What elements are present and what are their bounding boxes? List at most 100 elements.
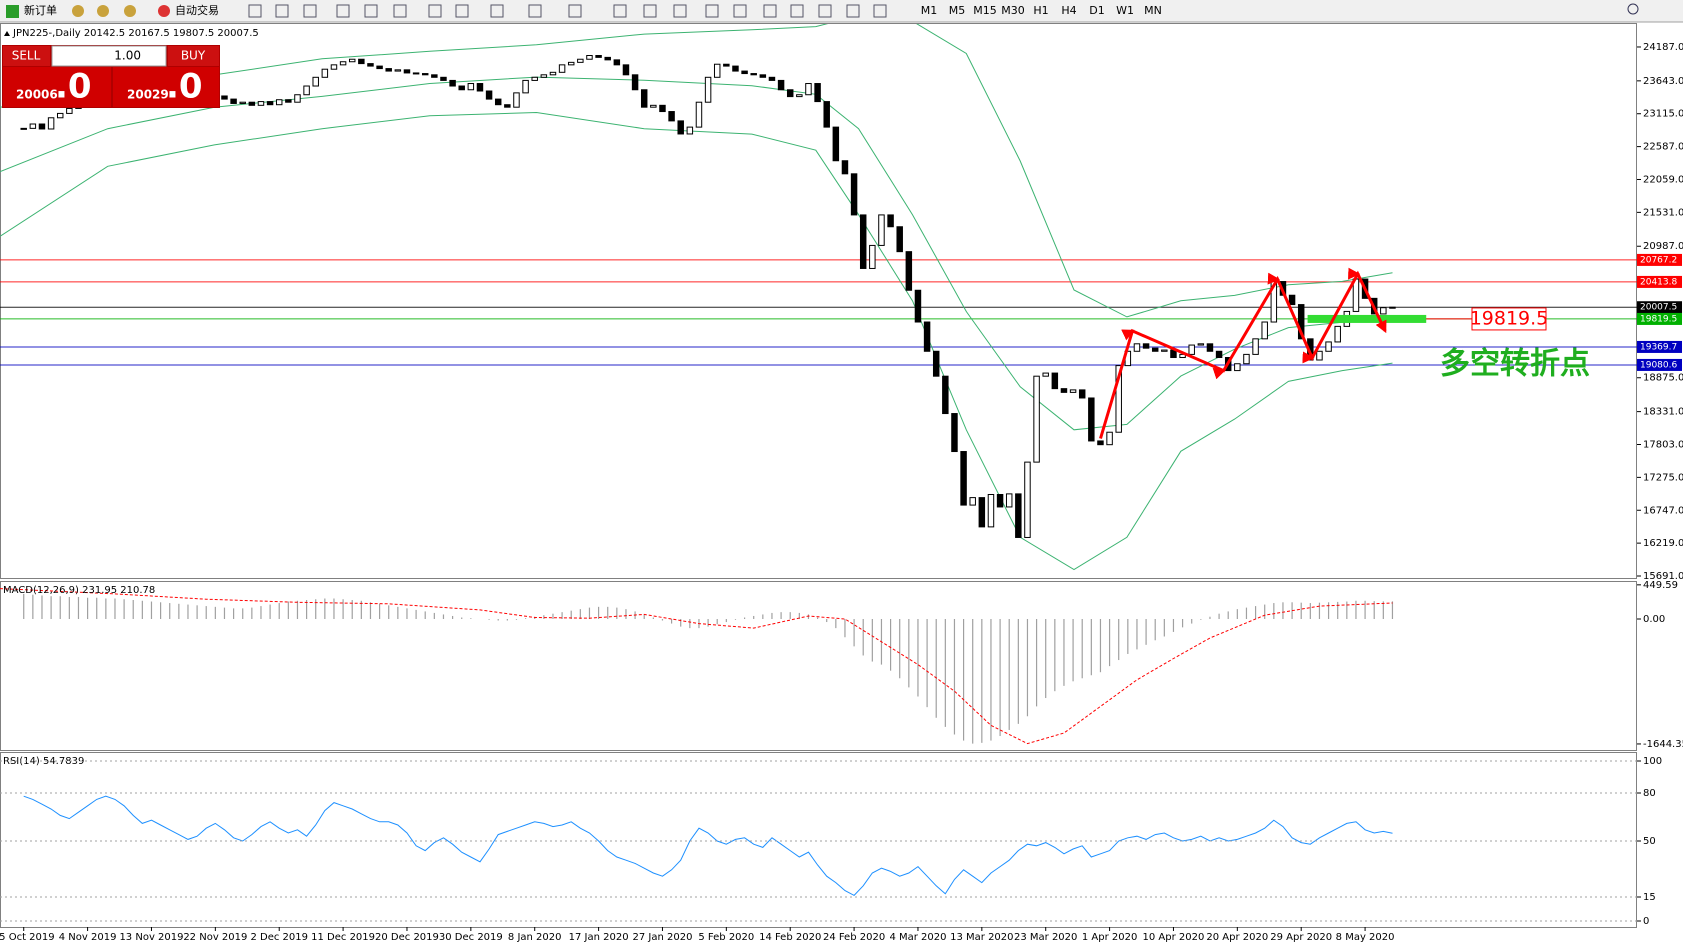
- candle: [604, 56, 611, 61]
- sell-label[interactable]: SELL: [12, 49, 41, 63]
- y-tick-label: 50: [1643, 836, 1656, 847]
- candle: [431, 74, 438, 78]
- candle: [266, 101, 274, 106]
- level-label: 20767.2: [1640, 255, 1677, 265]
- toolbar-button[interactable]: 自动交易: [175, 3, 219, 17]
- x-tick-label: 1 Apr 2020: [1082, 932, 1137, 943]
- candle: [1115, 365, 1122, 433]
- candle: [905, 251, 913, 291]
- buy-price-box[interactable]: [113, 67, 219, 107]
- candle: [850, 173, 858, 216]
- y-tick-label: 15691.0: [1643, 571, 1683, 582]
- toolbar-icon: [790, 4, 804, 18]
- level-label-box: [1637, 358, 1682, 371]
- candle: [1188, 344, 1195, 355]
- timeframe-button[interactable]: M5: [949, 4, 966, 17]
- toolbar-icon: [428, 4, 442, 18]
- level-label: 20413.8: [1640, 277, 1677, 287]
- level-label-box: [1637, 275, 1682, 288]
- timeframe-button[interactable]: W1: [1116, 4, 1134, 17]
- timeframe-button[interactable]: M15: [973, 4, 997, 17]
- candle: [686, 126, 694, 135]
- candle: [1197, 343, 1205, 346]
- candle: [1243, 353, 1250, 365]
- candle: [449, 79, 456, 87]
- bollinger-middle: [0, 76, 1393, 431]
- sell-price[interactable]: 20006: [16, 88, 58, 102]
- buy-price[interactable]: 20029: [127, 88, 169, 102]
- y-tick-label: 21531.0: [1643, 207, 1683, 218]
- candle: [312, 76, 319, 87]
- y-tick-label: 24187.0: [1643, 42, 1683, 53]
- candle: [695, 101, 703, 128]
- candle: [1215, 350, 1223, 359]
- timeframe-button[interactable]: H1: [1033, 4, 1048, 17]
- candle: [285, 99, 292, 103]
- candle: [385, 68, 392, 72]
- timeframe-button[interactable]: M1: [921, 4, 938, 17]
- toolbar-icon: [818, 4, 832, 18]
- x-tick-label: 8 May 2020: [1336, 932, 1395, 943]
- candle: [759, 74, 767, 78]
- candle: [942, 375, 949, 415]
- candle: [367, 63, 374, 67]
- macd-frame: [0, 581, 1637, 751]
- title-marker: [4, 31, 10, 36]
- timeframe-button[interactable]: D1: [1089, 4, 1104, 17]
- candle: [567, 61, 575, 66]
- candle: [1252, 338, 1259, 355]
- candle: [321, 68, 329, 78]
- candle: [558, 64, 566, 73]
- candle: [951, 413, 958, 453]
- candle: [777, 79, 785, 91]
- buy-price-fraction[interactable]: .0: [166, 67, 203, 107]
- toolbar-button[interactable]: 新订单: [24, 3, 57, 17]
- timeframe-button[interactable]: M30: [1001, 4, 1025, 17]
- y-tick-label: 22587.0: [1643, 142, 1683, 153]
- lot-input[interactable]: [51, 45, 167, 67]
- x-tick-label: 23 Mar 2020: [1014, 932, 1077, 943]
- candle: [412, 72, 420, 75]
- x-tick-label: 22 Nov 2019: [183, 932, 247, 943]
- bollinger-lower: [0, 111, 1393, 571]
- turning-bar: [1307, 314, 1427, 323]
- candle: [66, 107, 73, 114]
- candle: [504, 104, 511, 108]
- y-tick-label: 100: [1643, 756, 1662, 767]
- buy-label[interactable]: BUY: [181, 49, 206, 63]
- sell-price-fraction[interactable]: .0: [55, 67, 92, 107]
- candle: [659, 104, 666, 113]
- toolbar-icon: [124, 5, 136, 17]
- x-tick-label: 29 Apr 2020: [1270, 932, 1332, 943]
- x-tick-label: 13 Mar 2020: [950, 932, 1013, 943]
- timeframe-button[interactable]: MN: [1144, 4, 1162, 17]
- y-tick-label: 22059.0: [1643, 174, 1683, 185]
- sell-button[interactable]: [3, 46, 50, 66]
- candle: [741, 70, 748, 75]
- candle: [275, 99, 283, 106]
- candle: [996, 493, 1004, 508]
- chart-title: RSI(14) 54.7839: [3, 756, 84, 767]
- candle: [987, 493, 995, 528]
- toolbar-icon: [528, 4, 542, 18]
- toolbar-icon: [705, 4, 719, 18]
- toolbar-icon: [336, 4, 350, 18]
- timeframe-button[interactable]: H4: [1061, 4, 1076, 17]
- buy-button[interactable]: [168, 46, 219, 66]
- toolbar-icon: [303, 4, 317, 18]
- y-tick-label: 17803.0: [1643, 439, 1683, 450]
- y-tick-label: 16219.0: [1643, 538, 1683, 549]
- candle: [896, 226, 903, 253]
- lot-value[interactable]: 1.00: [114, 49, 141, 63]
- candle: [440, 76, 447, 81]
- x-tick-label: 8 Jan 2020: [508, 932, 562, 943]
- candle: [248, 101, 256, 106]
- candle: [969, 497, 976, 506]
- sell-price-box[interactable]: [3, 67, 111, 107]
- candle: [513, 92, 520, 108]
- candle: [1005, 493, 1013, 508]
- y-tick-label: 20987.0: [1643, 241, 1683, 252]
- candle: [622, 64, 630, 76]
- turning-point-note: 多空转折点: [1440, 346, 1590, 381]
- toolbar-icon: [733, 4, 747, 18]
